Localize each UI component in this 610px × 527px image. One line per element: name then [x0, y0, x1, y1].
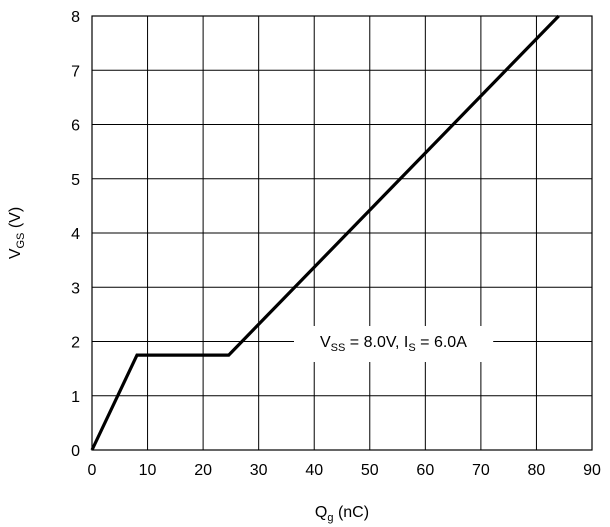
x-tick-label: 20	[194, 462, 212, 479]
x-tick-label: 60	[416, 462, 434, 479]
annotation-background	[294, 326, 494, 362]
x-tick-label: 50	[361, 462, 379, 479]
annotation-part: = 6.0A	[416, 334, 467, 351]
y-axis-title-unit: (V)	[7, 207, 24, 233]
x-tick-label: 0	[88, 462, 97, 479]
plot-frame	[91, 15, 593, 451]
x-tick-label: 30	[250, 462, 268, 479]
y-tick-labels: 0 1 2 3 4 5 6 7 8	[71, 9, 80, 460]
annotation-text: VSS = 8.0V, IS = 6.0A	[320, 334, 467, 354]
annotation-part: = 8.0V, I	[345, 334, 408, 351]
y-axis-title-main: V	[7, 248, 24, 259]
y-tick-label: 0	[71, 443, 80, 460]
y-tick-label: 2	[71, 335, 80, 352]
grid	[92, 16, 592, 450]
annotation-subscript: S	[408, 342, 415, 354]
y-axis-title-sub: GS	[15, 233, 27, 249]
annotation-subscript: SS	[331, 342, 346, 354]
x-tick-label: 90	[583, 462, 601, 479]
annotation: VSS = 8.0V, IS = 6.0A	[294, 326, 494, 362]
x-tick-label: 70	[472, 462, 490, 479]
y-tick-label: 5	[71, 172, 80, 189]
x-axis-title-sub: g	[327, 512, 333, 524]
y-tick-label: 8	[71, 9, 80, 26]
x-tick-label: 80	[528, 462, 546, 479]
x-tick-label: 40	[305, 462, 323, 479]
y-tick-label: 7	[71, 63, 80, 80]
series-layer	[90, 14, 560, 451]
x-axis-title: Qg (nC)	[315, 504, 369, 524]
series-line	[90, 14, 560, 451]
x-axis-title-unit: (nC)	[334, 504, 370, 521]
y-tick-label: 3	[71, 280, 80, 297]
y-tick-label: 6	[71, 118, 80, 135]
x-axis-title-main: Q	[315, 504, 327, 521]
x-tick-label: 10	[139, 462, 157, 479]
y-tick-label: 1	[71, 389, 80, 406]
annotation-part: V	[320, 334, 331, 351]
y-axis-title: VGS (V)	[7, 207, 27, 259]
x-tick-labels: 0 10 20 30 40 50 60 70 80 90	[88, 462, 601, 479]
y-tick-label: 4	[71, 226, 80, 243]
